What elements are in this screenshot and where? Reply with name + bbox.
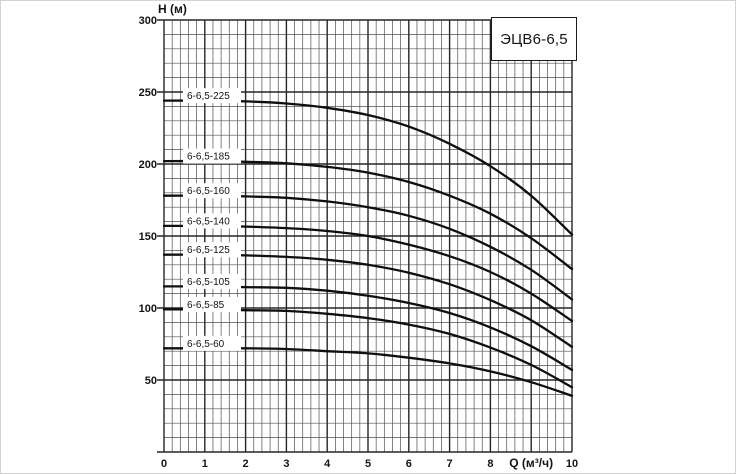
x-tick-label: 6 [406, 458, 412, 470]
y-tick-label: 250 [139, 87, 157, 99]
chart-title: ЭЦВ6-6,5 [500, 30, 568, 48]
x-tick-label: 7 [447, 458, 453, 470]
curve-label-bg [183, 242, 241, 258]
y-tick-label: 50 [145, 375, 157, 387]
x-tick-label: 0 [161, 458, 167, 470]
x-tick-label: 2 [243, 458, 249, 470]
x-tick-label: 1 [202, 458, 208, 470]
curve-label-bg [183, 148, 241, 164]
x-tick-label: 3 [283, 458, 289, 470]
y-tick-label: 150 [139, 231, 157, 243]
curve-label-bg [183, 296, 241, 312]
curve-label: 6-6,5-60 [187, 339, 225, 350]
y-tick-label: 300 [139, 15, 157, 27]
curve-label: 6-6,5-85 [187, 300, 225, 311]
curve-label: 6-6,5-225 [187, 91, 230, 102]
curve-labels: 6-6,5-225 6-6,5-185 6-6,5-160 6-6,5-140 6-6,… [183, 88, 241, 351]
y-axis-title: H (м) [158, 2, 187, 16]
curve-label: 6-6,5-185 [187, 152, 230, 163]
x-tick-label: 5 [365, 458, 371, 470]
y-tick-label: 200 [139, 159, 157, 171]
curve-label: 6-6,5-160 [187, 186, 230, 197]
curve-label-bg [183, 183, 241, 199]
curve-label-bg [183, 335, 241, 351]
curve-label-bg [183, 88, 241, 104]
x-tick-label: 10 [566, 458, 578, 470]
curve-label: 6-6,5-105 [187, 277, 230, 288]
y-tick-label: 100 [139, 303, 157, 315]
curve-label-bg [183, 213, 241, 229]
curve-label: 6-6,5-140 [187, 216, 230, 227]
chart-title-box: ЭЦВ6-6,5 [491, 17, 577, 61]
x-tick-label: 8 [487, 458, 493, 470]
curve-label-bg [183, 273, 241, 289]
x-tick-label: 4 [324, 458, 331, 470]
x-axis-title: Q (м³/ч) [509, 456, 553, 470]
major-grid [157, 19, 573, 453]
axis-ticks: 0 1 2 3 4 5 6 7 8 10 Q (м³/ч) 50 100 150 200 250 300 [139, 15, 578, 470]
curve-label: 6-6,5-125 [187, 245, 230, 256]
